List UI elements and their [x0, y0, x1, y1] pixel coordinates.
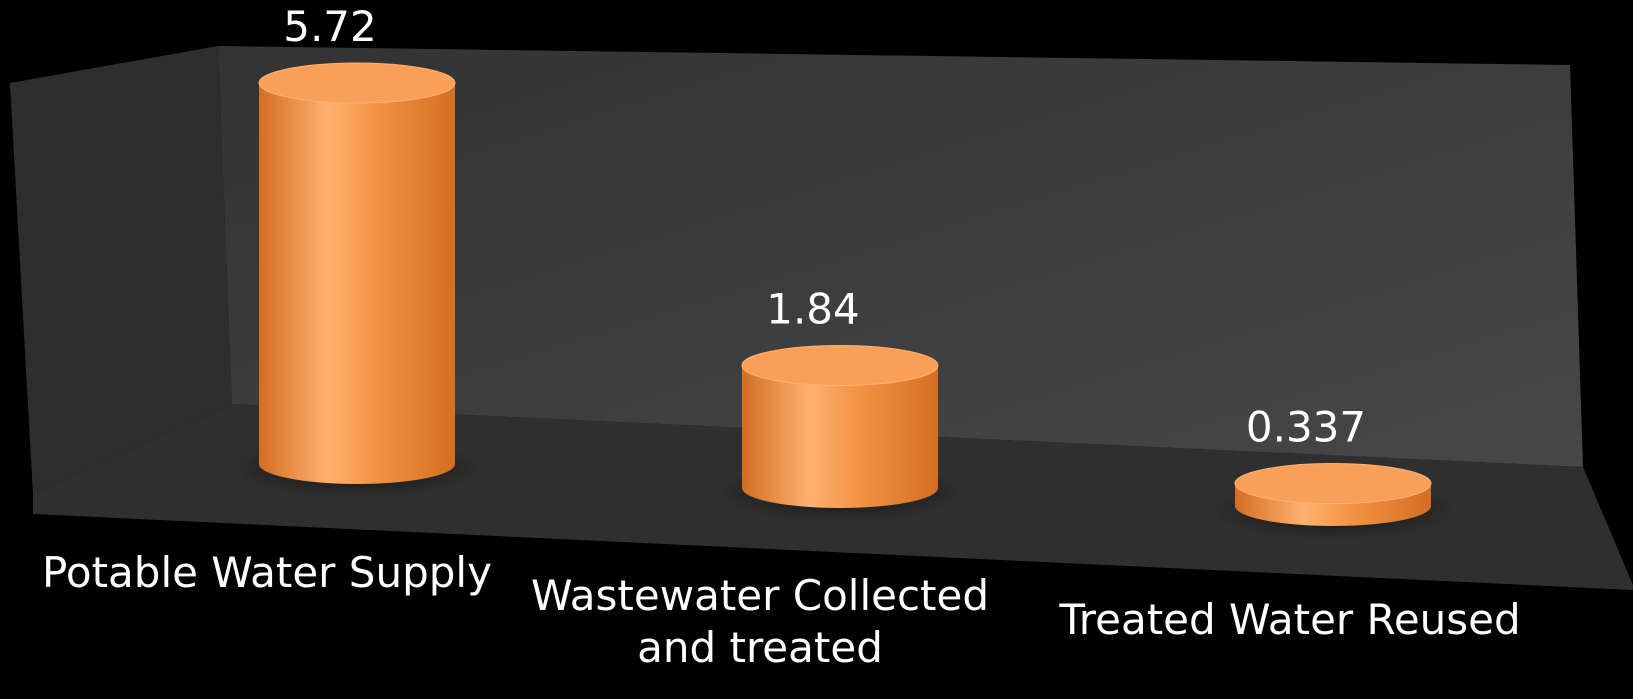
bar-top [1234, 463, 1432, 505]
bar-body [742, 365, 938, 508]
data-label-2: 1.84 [766, 284, 860, 333]
category-labels-layer: Potable Water Supply Wastewater Collected… [42, 548, 1521, 672]
category-label-3: Treated Water Reused [1058, 595, 1520, 644]
category-label-2: Wastewater Collected and treated [531, 571, 989, 672]
bar-top [258, 62, 456, 104]
data-labels-layer: 5.72 1.84 0.337 [283, 2, 1366, 452]
back-wall [218, 46, 1583, 467]
data-label-3: 0.337 [1246, 403, 1366, 452]
side-wall [10, 46, 232, 494]
bar-2 [716, 344, 964, 522]
bar-3 [1209, 463, 1457, 540]
category-label-1: Potable Water Supply [42, 548, 492, 597]
bar-body [259, 83, 455, 484]
bars-layer [233, 62, 1457, 540]
bar-top [741, 344, 939, 386]
data-label-1: 5.72 [283, 2, 377, 51]
bar-1 [233, 62, 481, 498]
